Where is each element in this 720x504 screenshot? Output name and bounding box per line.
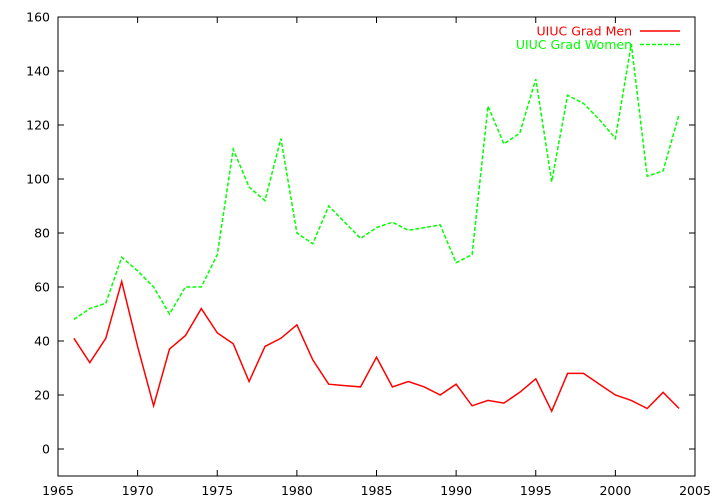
x-tick-label: 1965 <box>42 483 74 498</box>
series-line-uiuc-grad-men <box>73 278 680 414</box>
x-tick-label: 1975 <box>201 483 233 498</box>
y-tick-label: 120 <box>26 118 50 133</box>
y-tick-label: 40 <box>34 334 50 349</box>
x-tick-label: 2005 <box>679 483 711 498</box>
y-tick-label: 80 <box>34 226 50 241</box>
legend-label-uiuc-grad-women: UIUC Grad Women <box>516 37 632 52</box>
y-tick-label: 100 <box>26 172 50 187</box>
series-line-uiuc-grad-women <box>73 43 680 321</box>
x-tick-label: 1990 <box>440 483 472 498</box>
y-tick-label: 60 <box>34 280 50 295</box>
y-tick-label: 160 <box>26 10 50 25</box>
x-tick-label: 1995 <box>520 483 552 498</box>
y-tick-label: 140 <box>26 64 50 79</box>
axes: 1965 1970 1975 1980 1985 1990 1995 2000 2005 0 20 4… <box>26 10 711 499</box>
x-tick-label: 2000 <box>599 483 631 498</box>
y-tick-label: 20 <box>34 388 50 403</box>
x-tick-label: 1985 <box>361 483 393 498</box>
x-tick-label: 1980 <box>281 483 313 498</box>
series-lines <box>73 43 680 414</box>
x-tick-label: 1970 <box>122 483 154 498</box>
y-tick-label: 0 <box>42 442 50 457</box>
legend-label-uiuc-grad-men: UIUC Grad Men <box>537 24 632 39</box>
